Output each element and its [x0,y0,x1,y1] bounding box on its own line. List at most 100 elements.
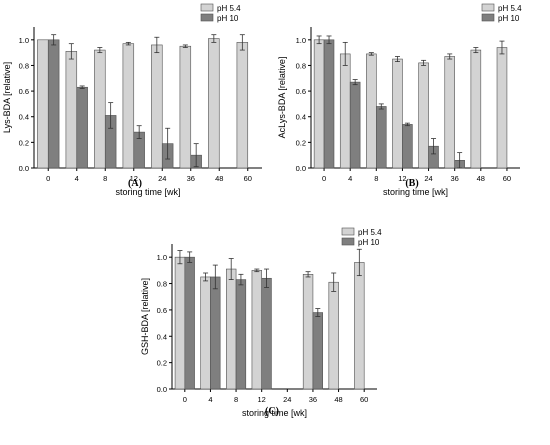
x-tick-label: 12 [398,174,406,183]
y-tick-label: 0.0 [19,164,29,173]
bar-ph-5-4 [200,276,211,390]
y-tick-label: 0.2 [296,138,306,147]
y-tick-label: 0.2 [157,359,167,368]
y-tick-label: 1.0 [157,253,167,262]
bar-ph-5-4 [496,47,508,169]
x-tick-label: 4 [75,174,79,183]
bar-ph-10 [312,312,323,390]
x-tick-label: 24 [158,174,166,183]
x-tick-label: 4 [348,174,352,183]
x-tick-label: 48 [215,174,223,183]
y-tick-label: 0.6 [157,306,167,315]
legend-label: pH 10 [358,238,380,247]
x-tick-label: 0 [322,174,326,183]
bar-ph-5-4 [151,44,163,169]
bar-ph-5-4 [65,51,78,169]
y-tick-label: 0.4 [19,113,29,122]
bar-ph-10 [184,256,195,390]
bar-ph-5-4 [37,39,49,169]
y-axis-label: Lys-BDA [relative] [2,62,12,133]
y-tick-label: 0.8 [19,61,29,70]
y-axis-label: AcLys-BDA [relative] [277,57,287,139]
x-tick-label: 0 [183,395,187,404]
x-tick-label: 24 [424,174,432,183]
x-tick-label: 60 [244,174,252,183]
x-tick-label: 60 [360,395,368,404]
bar-ph-5-4 [179,45,192,169]
x-tick-label: 8 [374,174,378,183]
x-axis-label: storing time [wk] [242,408,307,418]
legend-swatch [481,13,495,22]
panel-label: (B) [405,178,418,189]
bar-ph-5-4 [122,43,135,169]
panel-label: (A) [128,178,142,189]
x-tick-label: 48 [334,395,342,404]
x-tick-label: 48 [477,174,485,183]
bar-ph-10 [261,277,272,390]
bar-ph-5-4 [236,42,249,169]
legend-label: pH 10 [498,14,520,23]
bar-ph-5-4 [339,53,351,169]
y-axis-label: GSH-BDA [relative] [140,278,150,355]
legend-swatch [341,227,355,236]
x-axis-label: storing time [wk] [115,187,180,197]
y-tick-label: 1.0 [296,36,306,45]
legend-swatch [481,3,495,12]
x-tick-label: 8 [234,395,238,404]
legend-label: pH 10 [217,14,239,23]
legend-swatch [341,237,355,246]
bar-ph-5-4 [366,53,377,169]
bar-ph-10 [402,124,413,169]
x-tick-label: 0 [46,174,50,183]
x-tick-label: 12 [258,395,266,404]
legend: pH 5.4pH 10 [341,227,382,247]
bar-ph-5-4 [444,56,455,169]
x-tick-label: 36 [187,174,195,183]
bar-ph-5-4 [470,49,482,169]
x-tick-label: 24 [283,395,291,404]
x-tick-label: 12 [130,174,138,183]
bar-ph-10 [76,86,88,169]
legend-swatch [200,13,214,22]
bar-ph-10 [349,81,361,169]
y-tick-label: 1.0 [19,36,29,45]
legend-label: pH 5.4 [358,228,382,237]
bar-ph-10 [376,106,387,169]
bar-ph-10 [210,276,221,390]
bar-ph-10 [235,279,247,390]
bar-ph-5-4 [251,270,262,390]
x-tick-label: 36 [451,174,459,183]
y-tick-label: 0.6 [19,87,29,96]
legend-label: pH 5.4 [498,4,522,13]
bar-ph-5-4 [226,268,237,390]
y-tick-label: 0.8 [157,280,167,289]
y-tick-label: 0.8 [296,61,306,70]
bar-ph-5-4 [418,62,429,169]
legend-swatch [200,3,214,12]
panel-label: (C) [265,406,279,417]
legend: pH 5.4pH 10 [481,3,522,23]
y-tick-label: 0.0 [296,164,306,173]
bar-ph-5-4 [208,38,220,169]
bar-ph-5-4 [174,256,186,390]
y-tick-label: 0.0 [157,385,167,394]
y-tick-label: 0.4 [296,113,306,122]
bar-ph-10 [323,39,335,169]
x-axis-label: storing time [wk] [383,187,448,197]
x-tick-label: 4 [208,395,212,404]
legend: pH 5.4pH 10 [200,3,241,23]
bar-ph-5-4 [302,274,314,390]
y-tick-label: 0.6 [296,87,306,96]
bar-ph-5-4 [392,58,403,169]
bar-ph-5-4 [313,39,325,169]
bar-ph-5-4 [94,49,106,169]
x-tick-label: 8 [103,174,107,183]
bar-ph-5-4 [354,262,365,390]
bar-ph-5-4 [328,281,339,390]
x-tick-label: 36 [309,395,317,404]
legend-label: pH 5.4 [217,4,241,13]
